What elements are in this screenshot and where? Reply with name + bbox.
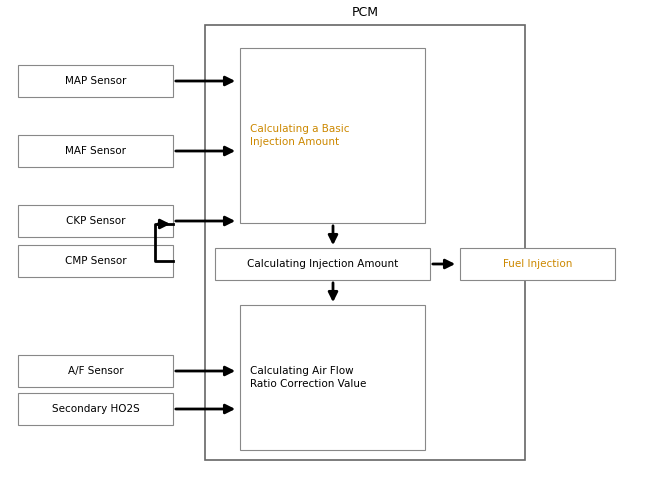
- Bar: [18, 65, 173, 97]
- Text: Calculating a Basic
Injection Amount: Calculating a Basic Injection Amount: [250, 124, 349, 147]
- Text: MAF Sensor: MAF Sensor: [65, 146, 126, 156]
- Bar: [240, 305, 425, 450]
- Bar: [205, 25, 525, 460]
- Bar: [18, 393, 173, 425]
- Bar: [18, 135, 173, 167]
- Text: PCM: PCM: [351, 6, 378, 19]
- Text: Calculating Injection Amount: Calculating Injection Amount: [247, 259, 398, 269]
- Bar: [18, 205, 173, 237]
- Text: A/F Sensor: A/F Sensor: [68, 366, 123, 376]
- Text: Fuel Injection: Fuel Injection: [503, 259, 572, 269]
- Bar: [240, 48, 425, 223]
- Bar: [460, 248, 615, 280]
- Text: CMP Sensor: CMP Sensor: [64, 256, 126, 266]
- Bar: [18, 245, 173, 277]
- Text: Secondary HO2S: Secondary HO2S: [51, 404, 139, 414]
- Text: MAP Sensor: MAP Sensor: [64, 76, 126, 86]
- Bar: [18, 355, 173, 387]
- Text: Calculating Air Flow
Ratio Correction Value: Calculating Air Flow Ratio Correction Va…: [250, 366, 367, 389]
- Bar: [215, 248, 430, 280]
- Text: CKP Sensor: CKP Sensor: [66, 216, 125, 226]
